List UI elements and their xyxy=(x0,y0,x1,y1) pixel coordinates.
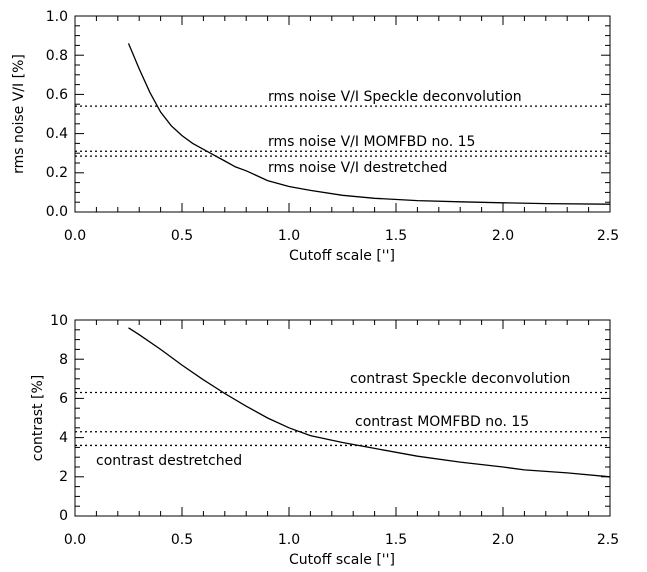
x-tick-label: 1.0 xyxy=(278,228,300,244)
x-axis-label: Cutoff scale [''] xyxy=(289,552,395,568)
reference-line-label: rms noise V/I Speckle deconvolution xyxy=(268,89,522,105)
y-tick-label: 1.0 xyxy=(46,9,68,25)
x-tick-label: 0.0 xyxy=(64,532,86,548)
y-tick-label: 0.6 xyxy=(46,87,68,103)
reference-lines xyxy=(75,105,610,157)
y-tick-label: 0 xyxy=(59,508,68,524)
series-lines xyxy=(128,327,611,478)
y-tick-label: 4 xyxy=(59,430,68,446)
x-tick-labels: 0.0 0.5 1.0 1.5 2.0 2.5 xyxy=(64,532,619,548)
x-tick-label: 0.5 xyxy=(171,228,193,244)
y-tick-labels: 0.0 0.2 0.4 0.6 0.8 1.0 xyxy=(46,9,68,220)
y-tick-label: 10 xyxy=(50,313,68,329)
y-tick-labels: 0 2 4 6 8 10 xyxy=(50,313,68,524)
y-axis-label: rms noise V/I [%] xyxy=(11,54,27,174)
x-tick-label: 1.5 xyxy=(385,532,407,548)
y-tick-label: 2 xyxy=(59,469,68,485)
x-tick-label: 1.5 xyxy=(385,228,407,244)
reference-lines xyxy=(75,391,610,447)
x-tick-label: 1.0 xyxy=(278,532,300,548)
rms-noise-panel: 0.0 0.2 0.4 0.6 0.8 1.0 0.0 0.5 1.0 1.5 … xyxy=(11,9,619,264)
tick-marks xyxy=(74,319,611,517)
y-tick-label: 0.0 xyxy=(46,204,68,220)
y-tick-label: 0.4 xyxy=(46,126,68,142)
y-tick-label: 0.8 xyxy=(46,48,68,64)
x-tick-label: 2.5 xyxy=(597,532,619,548)
y-tick-label: 6 xyxy=(59,391,68,407)
series-lines xyxy=(127,43,611,205)
plot-frame xyxy=(74,319,611,517)
contrast-panel: 0 2 4 6 8 10 0.0 0.5 1.0 1.5 2.0 2.5 Cut… xyxy=(30,313,619,568)
reference-line-label: contrast destretched xyxy=(96,453,242,469)
x-tick-label: 2.0 xyxy=(492,532,514,548)
series-line xyxy=(127,43,611,205)
reference-line-label: contrast Speckle deconvolution xyxy=(350,371,570,387)
tick-marks xyxy=(74,15,611,213)
series-line xyxy=(128,327,611,478)
x-tick-label: 2.0 xyxy=(492,228,514,244)
x-tick-label: 2.5 xyxy=(597,228,619,244)
plot-frame xyxy=(74,15,611,213)
y-tick-label: 0.2 xyxy=(46,165,68,181)
reference-line-label: rms noise V/I MOMFBD no. 15 xyxy=(268,134,475,150)
x-tick-labels: 0.0 0.5 1.0 1.5 2.0 2.5 xyxy=(64,228,619,244)
reference-line-label: rms noise V/I destretched xyxy=(268,160,447,176)
x-axis-label: Cutoff scale [''] xyxy=(289,248,395,264)
y-tick-label: 8 xyxy=(59,352,68,368)
reference-line-label: contrast MOMFBD no. 15 xyxy=(355,414,529,430)
y-axis-label: contrast [%] xyxy=(30,375,46,461)
x-tick-label: 0.0 xyxy=(64,228,86,244)
x-tick-label: 0.5 xyxy=(171,532,193,548)
